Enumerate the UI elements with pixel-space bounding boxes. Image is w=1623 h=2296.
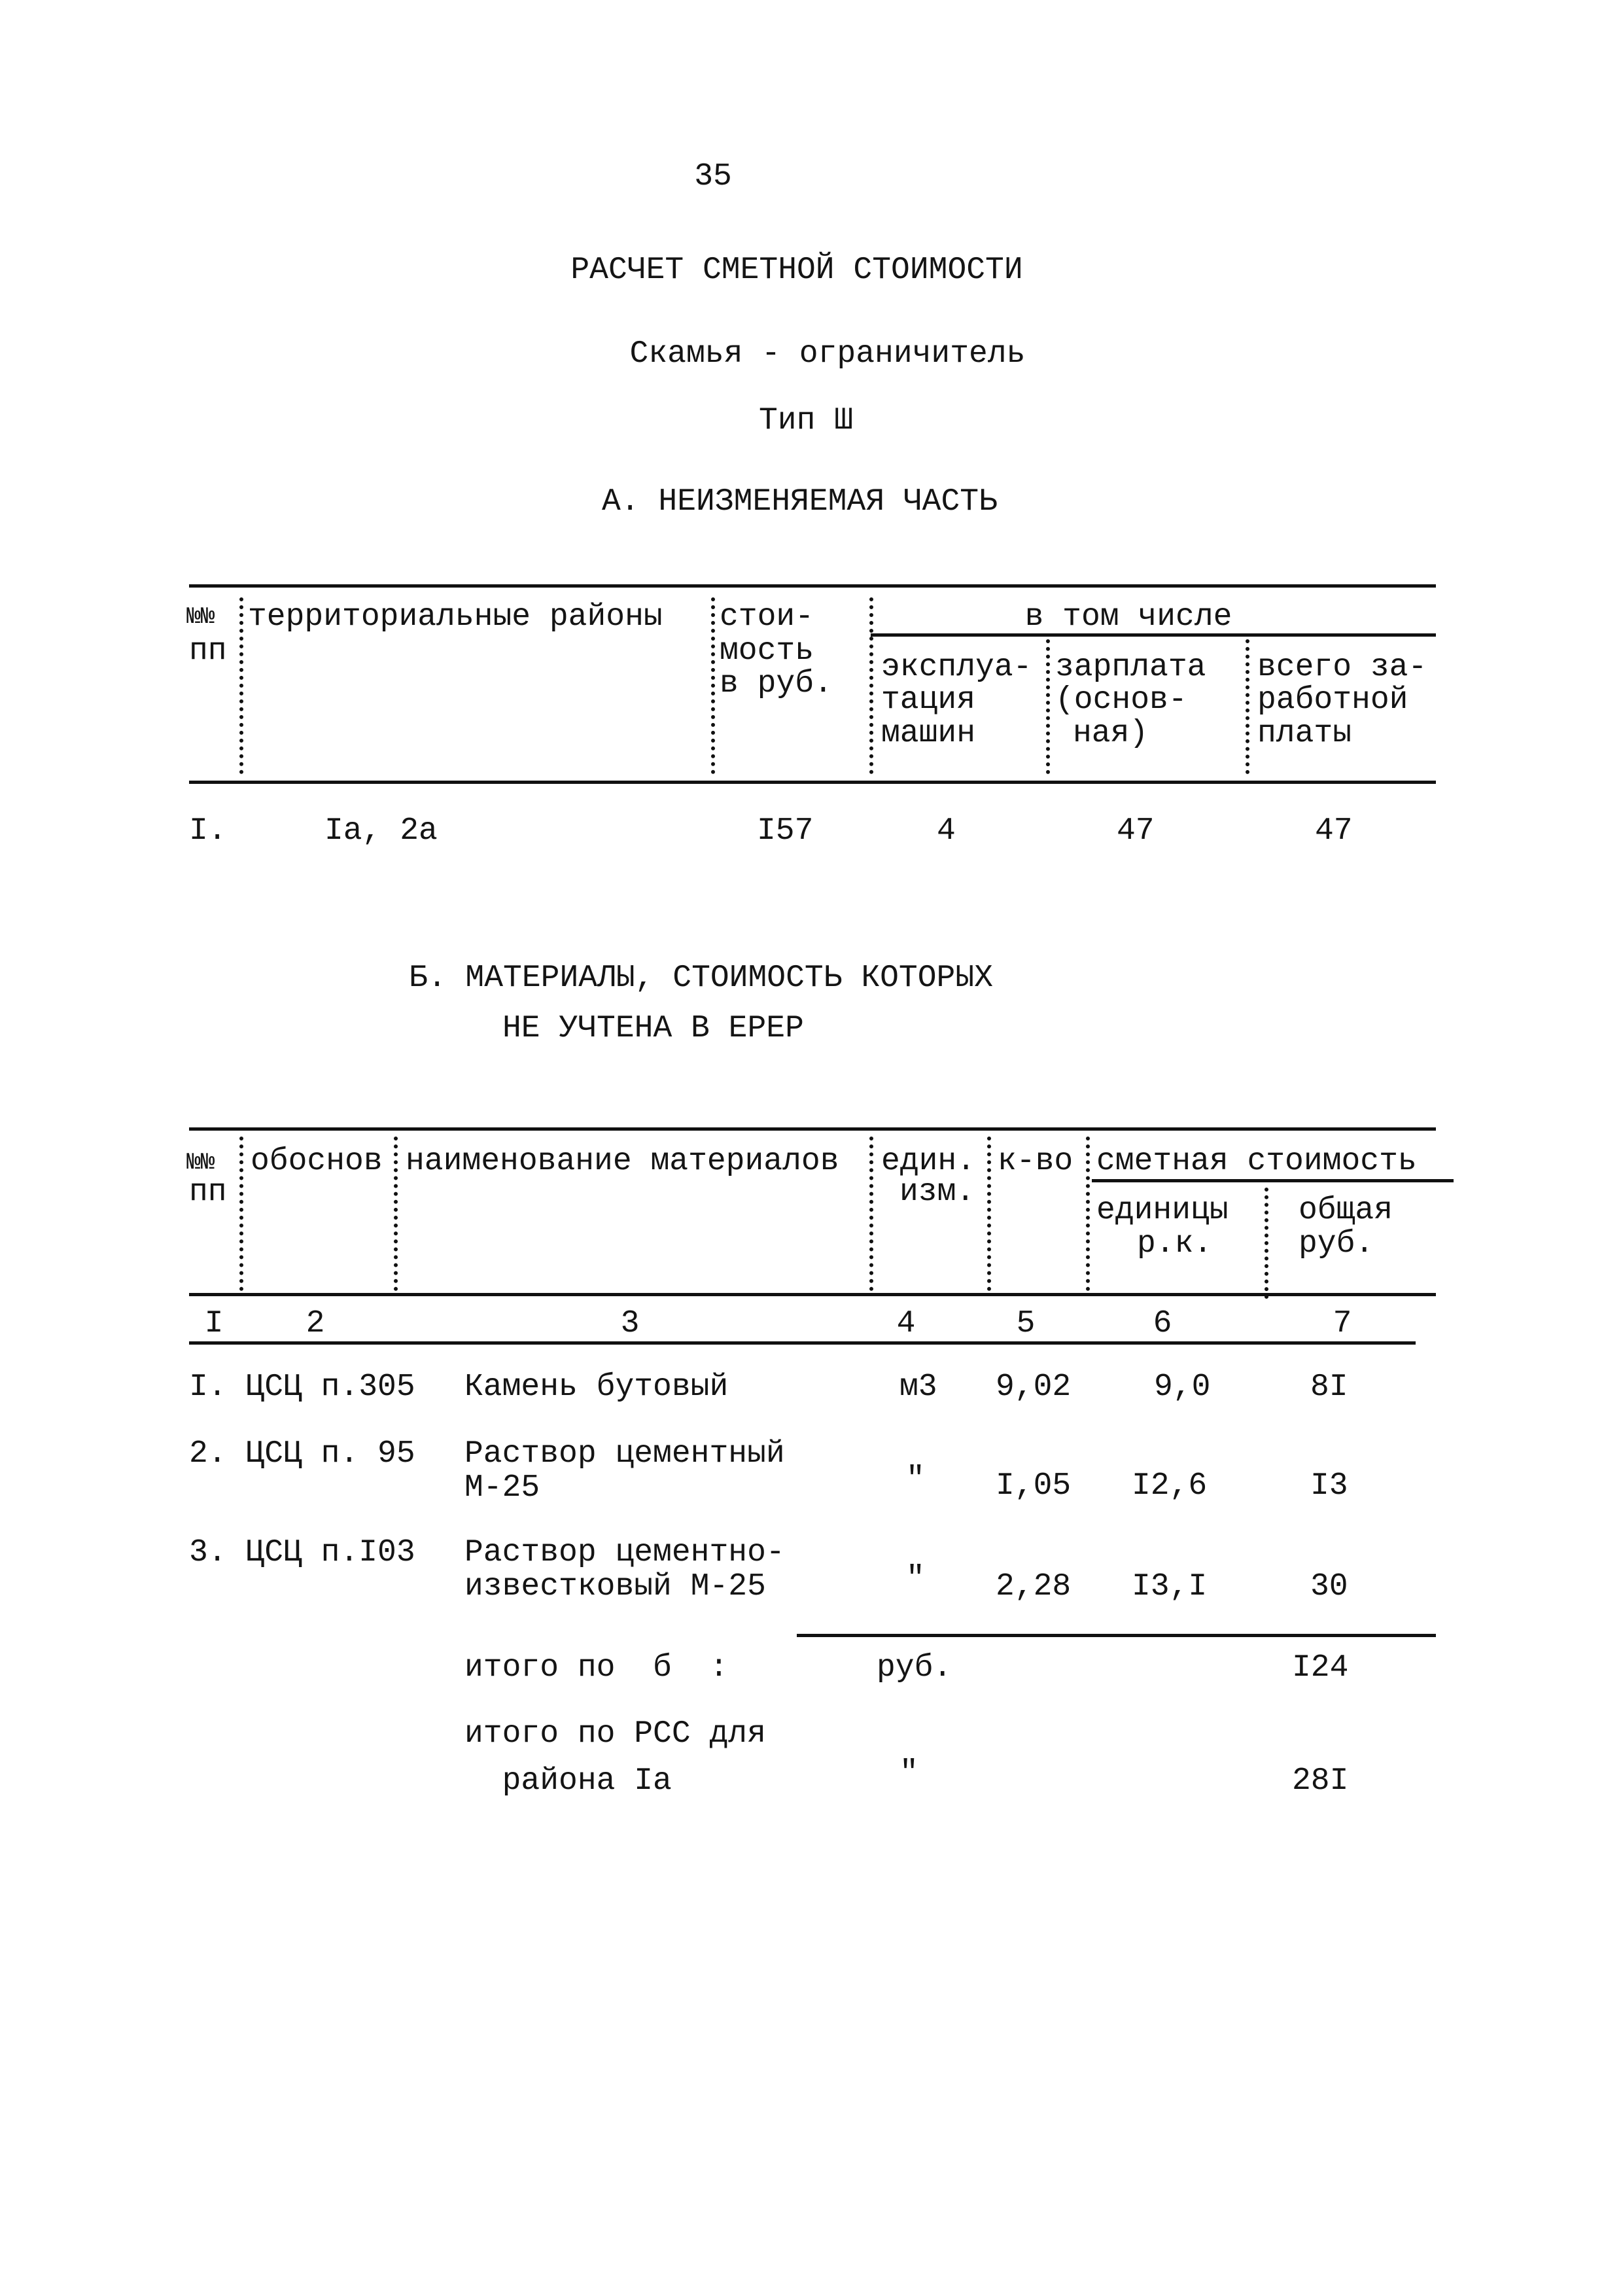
estimated-cost-rule — [1092, 1179, 1454, 1182]
column-divider — [1265, 1188, 1268, 1299]
header-salary: (основ- — [1055, 682, 1187, 718]
column-divider — [869, 1137, 873, 1291]
cell-unit-cost: I2,6 — [1132, 1468, 1208, 1504]
header-num: №№ — [186, 1149, 215, 1176]
header-unit: един. — [881, 1144, 976, 1179]
section-b-heading: Б. МАТЕРИАЛЫ, СТОИМОСТЬ КОТОРЫХ — [409, 961, 993, 996]
column-divider — [1246, 639, 1249, 774]
header-unit-cost: единицы — [1096, 1193, 1229, 1228]
header-estimated-cost: сметная стоимость — [1096, 1144, 1417, 1179]
total-label: района Ia — [464, 1763, 672, 1799]
column-number: 7 — [1333, 1306, 1352, 1341]
header-num: пп — [189, 633, 227, 669]
column-number: 4 — [896, 1306, 916, 1341]
cell-salary: 47 — [1117, 813, 1155, 849]
cell-basis: I. ЦСЦ п.305 — [189, 1369, 415, 1405]
table-a-top-rule — [189, 584, 1436, 588]
header-salary: ная) — [1073, 716, 1149, 751]
cell-total-salary: 47 — [1315, 813, 1353, 849]
header-unit: изм. — [899, 1174, 975, 1210]
header-cost: мость — [720, 633, 814, 669]
column-divider — [394, 1137, 398, 1291]
table-a-header-rule — [189, 781, 1436, 784]
cell-name: Раствор цементный — [464, 1436, 785, 1472]
header-cost: стои- — [720, 599, 814, 635]
cell-unit-cost: 9,0 — [1154, 1369, 1211, 1405]
column-number: 6 — [1153, 1306, 1172, 1341]
totals-rule — [797, 1634, 1436, 1637]
document-title: РАСЧЕТ СМЕТНОЙ СТОИМОСТИ — [570, 253, 1023, 288]
cell-total: I3 — [1310, 1468, 1348, 1504]
column-divider — [987, 1137, 991, 1291]
column-number: I — [204, 1306, 224, 1341]
column-divider — [1086, 1137, 1090, 1291]
total-unit: руб. — [877, 1650, 952, 1686]
header-machines: машин — [881, 716, 976, 751]
header-total-salary: работной — [1257, 682, 1408, 718]
cell-qty: I,05 — [996, 1468, 1072, 1504]
document-type: Тип Ш — [758, 403, 854, 438]
cell-name: известковый М-25 — [464, 1569, 766, 1604]
column-divider — [239, 597, 243, 774]
total-value: 28I — [1292, 1763, 1349, 1799]
total-label: итого по РСС для — [464, 1716, 766, 1752]
header-including: в том числе — [1024, 599, 1232, 635]
header-total-salary: платы — [1257, 716, 1352, 751]
header-num: №№ — [186, 603, 215, 630]
header-machines: эксплуа- — [881, 650, 1032, 685]
header-num: пп — [189, 1174, 227, 1210]
header-total-cost: общая — [1299, 1193, 1393, 1228]
total-unit: " — [899, 1756, 918, 1791]
cell-cost: I57 — [757, 813, 814, 849]
header-cost: в руб. — [720, 666, 833, 701]
cell-name: Камень бутовый — [464, 1369, 729, 1405]
cell-unit-cost: I3,I — [1132, 1569, 1208, 1604]
page-number: 35 — [694, 159, 732, 194]
table-b-header-rule — [189, 1293, 1436, 1296]
cell-unit: " — [906, 1462, 925, 1497]
column-divider — [711, 597, 715, 774]
total-label: итого по б : — [464, 1650, 729, 1686]
header-qty: к-во — [998, 1144, 1073, 1179]
column-numbers-rule — [189, 1341, 1416, 1345]
including-rule — [871, 633, 1436, 637]
total-value: I24 — [1292, 1650, 1349, 1686]
cell-basis: 3. ЦСЦ п.I03 — [189, 1535, 415, 1570]
column-divider — [239, 1137, 243, 1291]
header-total-cost: руб. — [1299, 1226, 1374, 1262]
column-number: 5 — [1016, 1306, 1036, 1341]
cell-machines: 4 — [937, 813, 956, 849]
header-regions: территориальные районы — [248, 599, 663, 635]
document-subtitle: Скамья - ограничитель — [629, 336, 1026, 372]
header-name: наименование материалов — [406, 1144, 839, 1179]
table-b-top-rule — [189, 1127, 1436, 1131]
cell-regions: Ia, 2a — [324, 813, 438, 849]
header-machines: тация — [881, 682, 976, 718]
section-b-heading: НЕ УЧТЕНА В ЕРЕР — [502, 1011, 804, 1046]
cell-unit: " — [906, 1561, 925, 1597]
cell-name: Раствор цементно- — [464, 1535, 785, 1570]
cell-total: 30 — [1310, 1569, 1348, 1604]
cell-num: I. — [189, 813, 227, 849]
header-total-salary: всего за- — [1257, 650, 1427, 685]
column-number: 2 — [305, 1306, 325, 1341]
cell-qty: 9,02 — [996, 1369, 1072, 1405]
column-number: 3 — [620, 1306, 640, 1341]
column-divider — [869, 597, 873, 774]
header-basis: обоснов — [251, 1144, 383, 1179]
header-unit-cost: р.к. — [1137, 1226, 1213, 1262]
cell-qty: 2,28 — [996, 1569, 1072, 1604]
cell-unit: м3 — [899, 1369, 937, 1405]
cell-total: 8I — [1310, 1369, 1348, 1405]
column-divider — [1046, 639, 1050, 774]
cell-basis: 2. ЦСЦ п. 95 — [189, 1436, 415, 1472]
header-salary: зарплата — [1055, 650, 1206, 685]
cell-name: М-25 — [464, 1470, 540, 1506]
section-a-heading: А. НЕИЗМЕНЯЕМАЯ ЧАСТЬ — [602, 484, 998, 520]
